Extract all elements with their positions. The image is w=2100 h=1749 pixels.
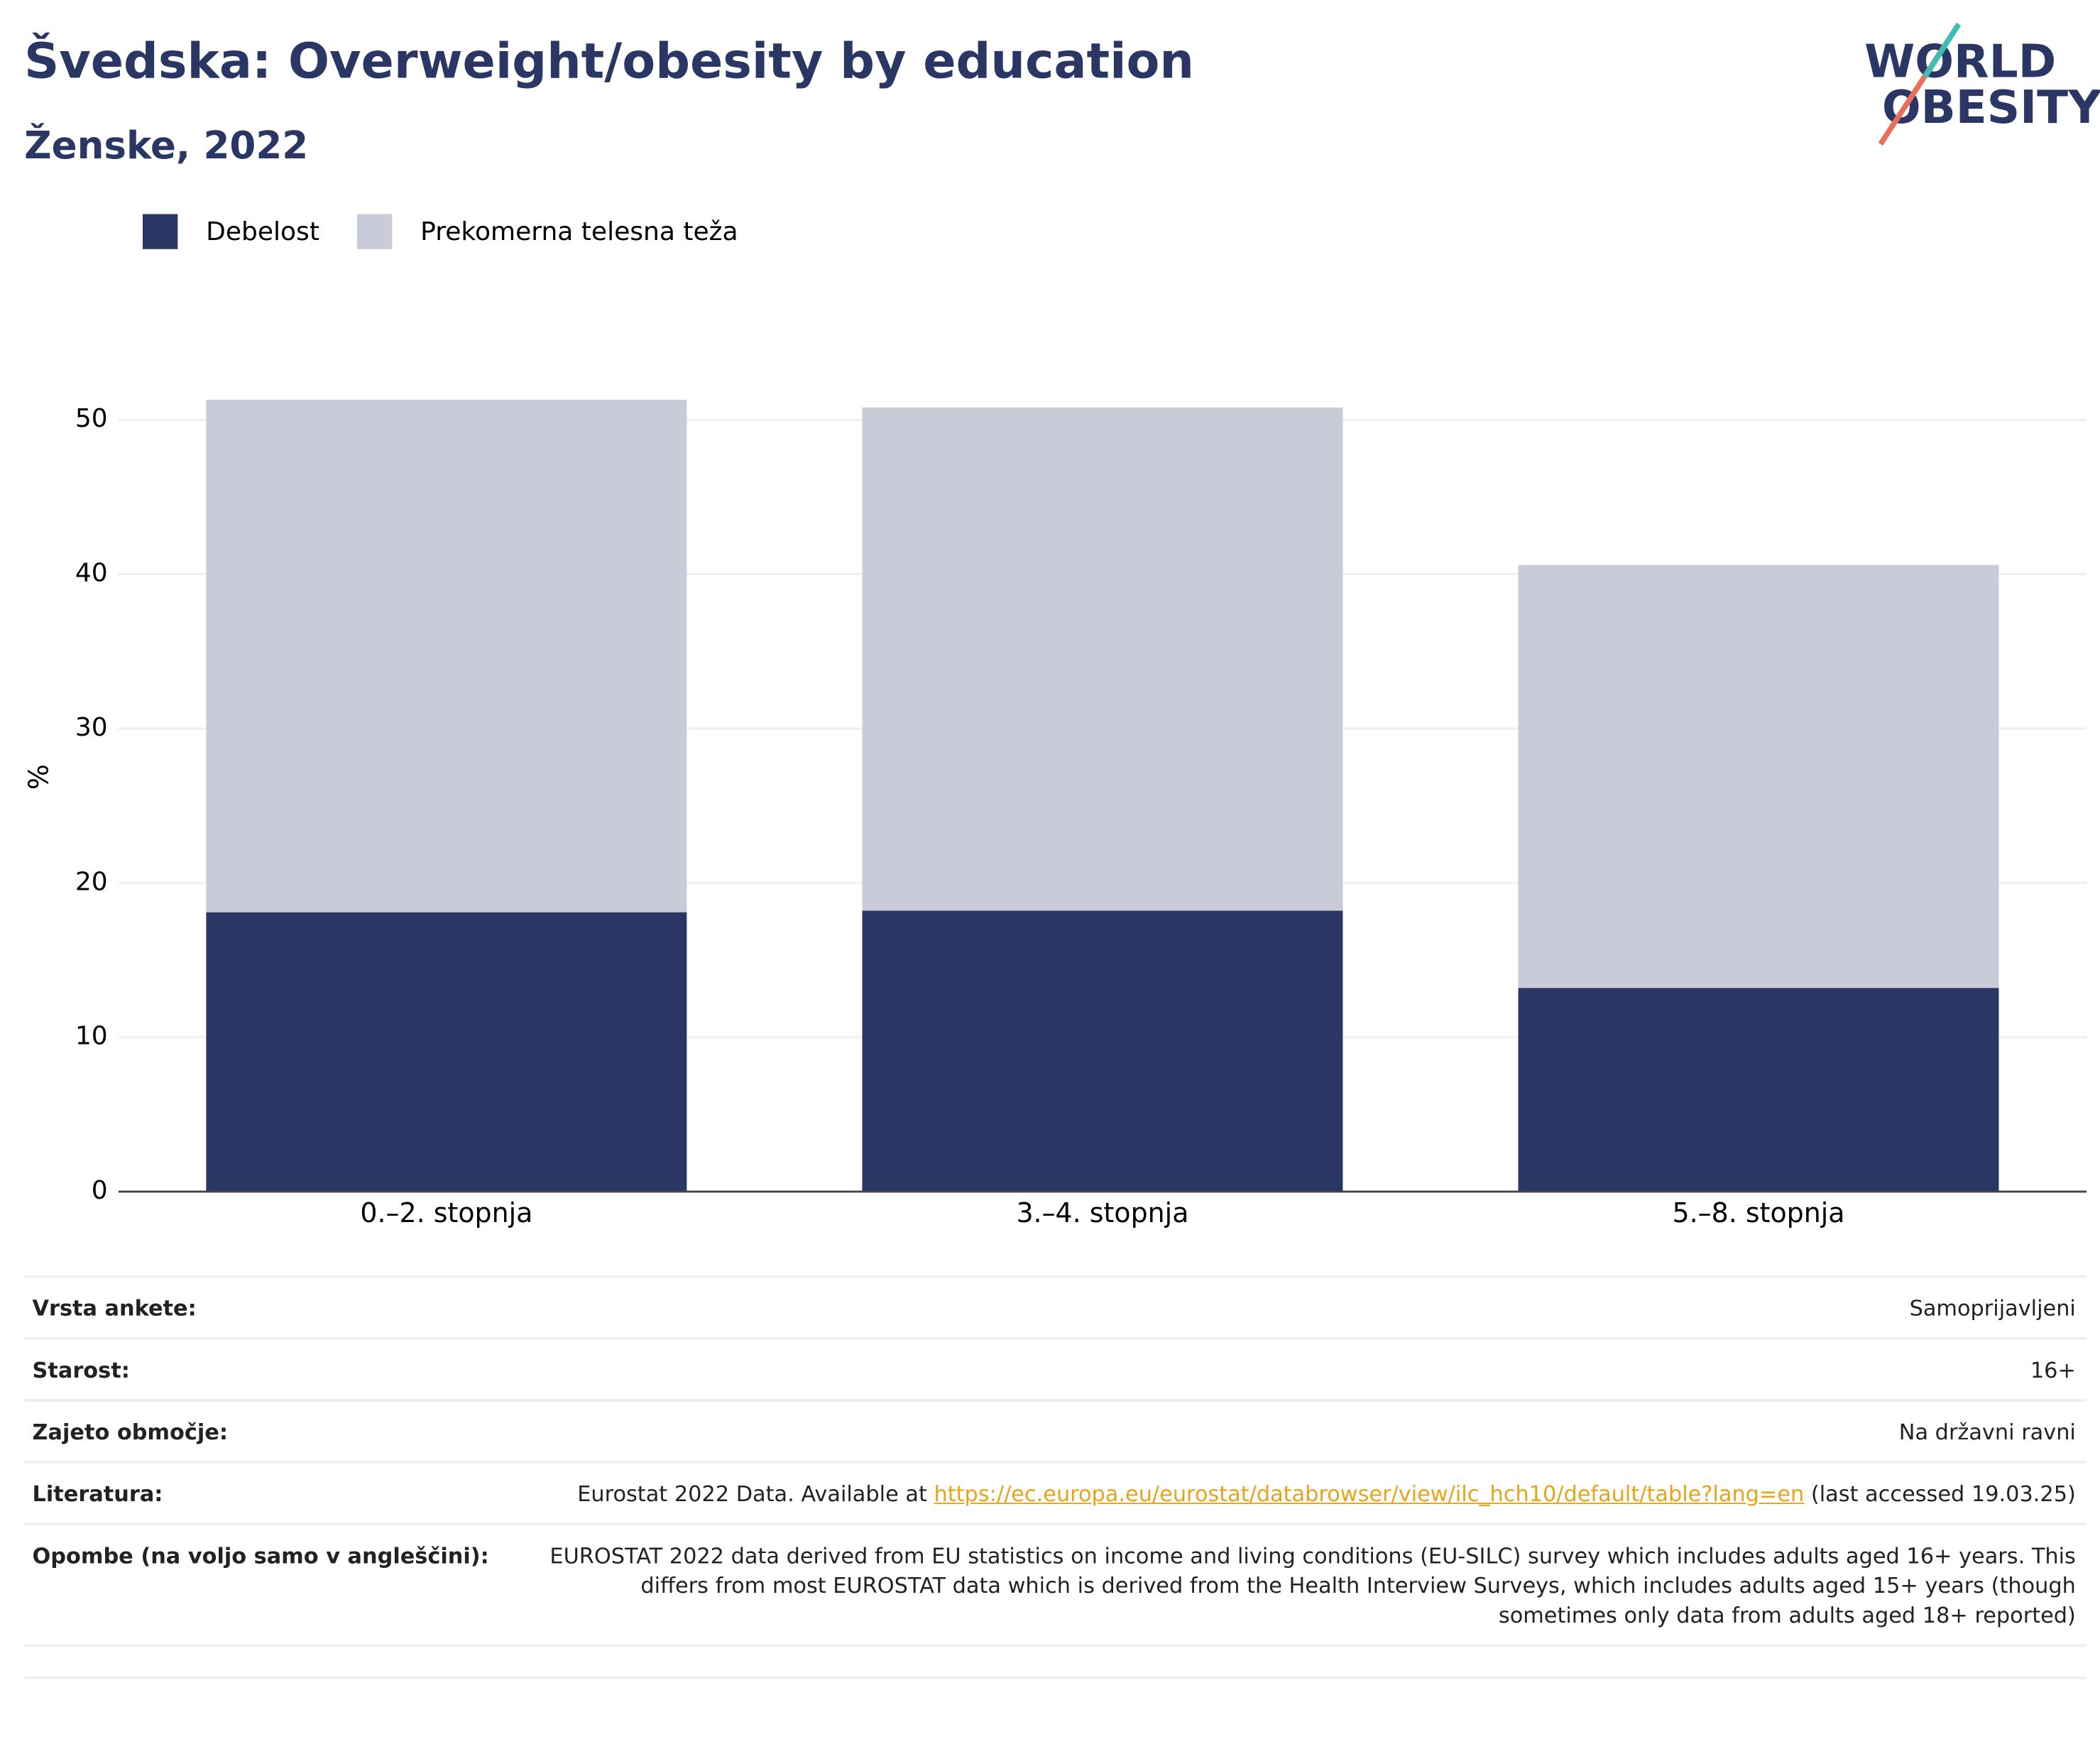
bar [206,399,687,912]
legend-label: Prekomerna telesna teža [420,217,738,246]
row-value: 16+ [2030,1356,2076,1385]
value-text: Samoprijavljeni [1909,1295,2076,1322]
row-value: Na državni ravni [1899,1418,2076,1448]
row-label: Literatura: [32,1481,163,1507]
bar [1518,988,1999,1192]
y-tick-label: 40 [75,559,108,588]
table-row: Zajeto območje: Na državni ravni [24,1399,2087,1461]
row-value: Samoprijavljeni [1910,1294,2076,1324]
legend-swatch [357,214,393,249]
legend-label: Debelost [206,217,319,246]
x-tick-label: 3.–4. stopnja [1016,1197,1188,1228]
y-tick-label: 10 [75,1022,108,1051]
y-tick-label: 50 [75,404,108,433]
bar [862,910,1343,1192]
x-tick-label: 5.–8. stopnja [1673,1197,1845,1228]
bar [1518,565,1999,988]
value-text: EUROSTAT 2022 data derived from EU stati… [549,1542,2076,1628]
value-text: Eurostat 2022 Data. Available at [577,1481,927,1507]
chart: Švedska: Overweight/obesity by education… [23,23,2100,1228]
x-tick-label: 0.–2. stopnja [360,1197,532,1228]
chart-title: Švedska: Overweight/obesity by education [24,33,1194,90]
y-tick-label: 20 [75,867,108,896]
logo-slash [1923,23,1962,79]
value-text: Na državni ravni [1898,1419,2076,1445]
chart-subtitle: Ženske, 2022 [24,123,308,168]
y-axis-label: % [23,764,54,790]
table-row: Starost: 16+ [24,1336,2087,1399]
row-value: Eurostat 2022 Data. Available at https:/… [577,1480,2076,1510]
bar [206,912,687,1192]
table-row: Opombe (na voljo samo v angleščini): EURO… [24,1522,2087,1645]
row-value: EUROSTAT 2022 data derived from EU stati… [544,1542,2076,1630]
table-row: Literatura: Eurostat 2022 Data. Available… [24,1461,2087,1522]
footnote-row [24,1644,2087,1679]
row-label: Starost: [32,1357,130,1383]
y-tick-label: 0 [92,1176,108,1205]
table-row: Vrsta ankete: Samoprijavljeni [24,1275,2087,1337]
logo-text: WORLD [1864,36,2056,89]
info-table: Vrsta ankete: Samoprijavljeni Starost: 16+ Z… [24,1275,2087,1679]
legend-swatch [142,214,178,249]
row-label: Vrsta ankete: [32,1295,197,1322]
value-text: 16+ [2030,1357,2076,1383]
y-tick-label: 30 [75,713,108,742]
value-text: (last accessed 19.03.25) [1810,1481,2076,1507]
row-label: Opombe (na voljo samo v angleščini): [32,1542,489,1569]
bar [862,407,1343,911]
row-label: Zajeto območje: [32,1419,228,1445]
source-link[interactable]: https://ec.europa.eu/eurostat/databrowse… [934,1481,1805,1507]
